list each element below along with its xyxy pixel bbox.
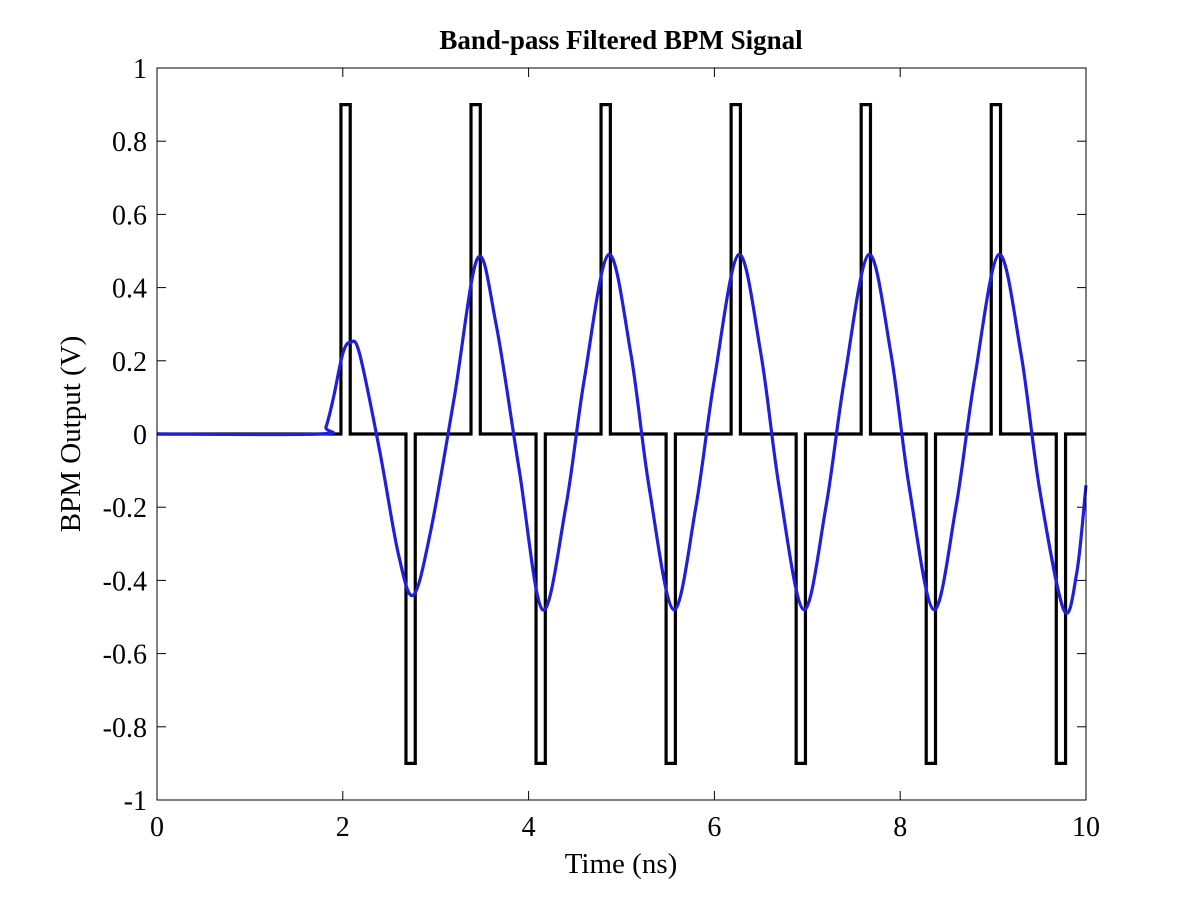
y-tick-label: -0.8 xyxy=(103,713,147,744)
y-tick-label: -0.2 xyxy=(103,493,147,524)
tick-labels: 0 2 4 6 8 10 -1 -0.8 -0.6 -0.4 -0.2 0 0.2 0.4 0.6 0.8 1 xyxy=(103,54,1100,843)
x-tick-label: 2 xyxy=(336,812,350,843)
chart-title: Band-pass Filtered BPM Signal xyxy=(439,25,803,55)
x-tick-label: 8 xyxy=(893,812,907,843)
x-tick-label: 6 xyxy=(707,812,721,843)
series-layer xyxy=(156,103,1088,765)
y-axis-label: BPM Output (V) xyxy=(55,336,87,533)
series-filtered-signal xyxy=(156,253,1088,615)
y-tick-label: 0.2 xyxy=(112,347,147,378)
x-tick-label: 4 xyxy=(522,812,536,843)
y-tick-label: -1 xyxy=(124,786,147,817)
y-tick-label: -0.4 xyxy=(103,566,147,597)
y-tick-label: 0 xyxy=(133,420,147,451)
x-axis-label: Time (ns) xyxy=(565,848,678,880)
y-tick-label: 0.4 xyxy=(112,274,147,305)
y-tick-label: 1 xyxy=(133,54,147,85)
x-tick-label: 10 xyxy=(1072,812,1100,843)
y-tick-label: 0.6 xyxy=(112,200,147,231)
y-tick-label: 0.8 xyxy=(112,127,147,158)
x-tick-label: 0 xyxy=(150,812,164,843)
y-tick-label: -0.6 xyxy=(103,640,147,671)
plot-frame xyxy=(156,67,1087,801)
series-pulse-signal xyxy=(157,103,1086,765)
